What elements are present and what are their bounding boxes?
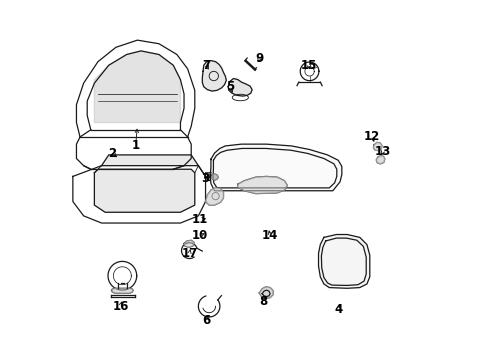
Polygon shape (210, 144, 342, 191)
Polygon shape (95, 169, 195, 212)
Polygon shape (205, 173, 211, 181)
Polygon shape (376, 156, 385, 164)
Polygon shape (318, 234, 370, 288)
Text: 11: 11 (192, 213, 208, 226)
Text: 9: 9 (255, 51, 264, 64)
Text: 17: 17 (181, 247, 197, 260)
Polygon shape (112, 288, 133, 293)
Text: 12: 12 (364, 130, 380, 144)
Text: 1: 1 (131, 139, 140, 152)
Polygon shape (373, 142, 382, 150)
Text: 4: 4 (334, 303, 343, 316)
Polygon shape (202, 60, 226, 91)
Text: 7: 7 (202, 59, 211, 72)
Polygon shape (184, 240, 194, 247)
Polygon shape (101, 155, 198, 166)
Text: 14: 14 (262, 229, 278, 242)
Text: 6: 6 (202, 314, 211, 327)
Text: 16: 16 (112, 300, 129, 313)
Text: 13: 13 (375, 145, 391, 158)
Polygon shape (95, 51, 180, 123)
Polygon shape (228, 78, 252, 96)
Text: 3: 3 (201, 172, 210, 185)
Text: 8: 8 (260, 296, 268, 309)
Polygon shape (238, 176, 287, 194)
Text: 15: 15 (301, 59, 317, 72)
Polygon shape (259, 287, 273, 298)
Polygon shape (212, 174, 218, 180)
Text: 10: 10 (192, 229, 208, 242)
Text: 2: 2 (108, 147, 117, 159)
Polygon shape (205, 188, 223, 205)
Text: 5: 5 (226, 80, 235, 93)
